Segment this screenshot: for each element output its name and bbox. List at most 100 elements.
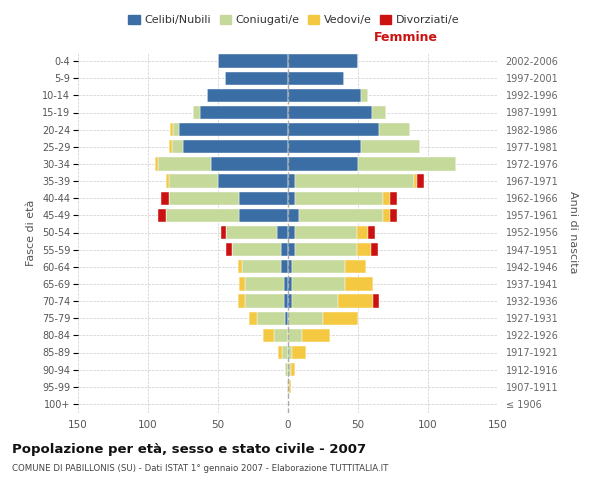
Bar — [383, 208, 390, 222]
Bar — [390, 192, 397, 205]
Bar — [295, 243, 356, 256]
Bar — [288, 260, 292, 274]
Bar — [285, 363, 288, 376]
Bar — [371, 243, 377, 256]
Bar — [299, 208, 383, 222]
Bar — [417, 174, 424, 188]
Bar — [225, 72, 288, 85]
Bar — [277, 226, 288, 239]
Y-axis label: Fasce di età: Fasce di età — [26, 200, 37, 266]
Bar — [361, 140, 419, 153]
Text: COMUNE DI PABILLONIS (SU) - Dati ISTAT 1° gennaio 2007 - Elaborazione TUTTITALIA: COMUNE DI PABILLONIS (SU) - Dati ISTAT 1… — [12, 464, 388, 473]
Bar — [323, 312, 358, 325]
Bar — [242, 260, 281, 274]
Bar — [289, 380, 291, 394]
Bar — [288, 88, 361, 102]
Bar — [211, 157, 288, 170]
Bar — [158, 157, 211, 170]
Bar — [281, 243, 288, 256]
Bar — [158, 208, 166, 222]
Bar — [179, 123, 288, 136]
Bar — [288, 192, 295, 205]
Bar — [281, 260, 288, 274]
Bar — [166, 174, 169, 188]
Bar — [161, 192, 169, 205]
Legend: Celibi/Nubili, Coniugati/e, Vedovi/e, Divorziati/e: Celibi/Nubili, Coniugati/e, Vedovi/e, Di… — [124, 10, 464, 30]
Bar — [287, 380, 288, 394]
Bar — [169, 192, 239, 205]
Bar — [346, 277, 373, 290]
Bar — [238, 294, 245, 308]
Bar — [288, 174, 295, 188]
Bar — [292, 277, 346, 290]
Bar — [155, 157, 158, 170]
Bar — [166, 208, 239, 222]
Text: Femmine: Femmine — [374, 30, 437, 44]
Bar — [183, 140, 288, 153]
Bar — [292, 260, 346, 274]
Bar — [285, 312, 288, 325]
Bar — [226, 226, 277, 239]
Bar — [356, 226, 368, 239]
Bar — [288, 106, 372, 119]
Bar — [288, 380, 289, 394]
Bar — [257, 312, 285, 325]
Bar — [245, 277, 284, 290]
Bar — [218, 174, 288, 188]
Bar — [295, 226, 356, 239]
Bar — [288, 328, 302, 342]
Bar — [288, 312, 323, 325]
Bar — [346, 260, 367, 274]
Bar — [288, 294, 292, 308]
Bar — [239, 208, 288, 222]
Bar — [249, 312, 257, 325]
Bar — [338, 294, 373, 308]
Bar — [288, 54, 358, 68]
Bar — [278, 346, 283, 359]
Bar — [295, 174, 414, 188]
Bar — [358, 157, 456, 170]
Bar — [288, 363, 291, 376]
Bar — [226, 243, 232, 256]
Bar — [218, 54, 288, 68]
Bar — [291, 363, 295, 376]
Bar — [169, 174, 218, 188]
Bar — [173, 123, 179, 136]
Bar — [288, 140, 361, 153]
Bar — [239, 192, 288, 205]
Bar — [221, 226, 226, 239]
Bar — [414, 174, 417, 188]
Bar — [288, 208, 299, 222]
Bar — [200, 106, 288, 119]
Bar — [372, 106, 386, 119]
Bar — [361, 88, 368, 102]
Bar — [238, 260, 242, 274]
Bar — [207, 88, 288, 102]
Bar — [288, 157, 358, 170]
Bar — [288, 123, 379, 136]
Bar — [284, 294, 288, 308]
Text: Popolazione per età, sesso e stato civile - 2007: Popolazione per età, sesso e stato civil… — [12, 442, 366, 456]
Bar — [379, 123, 410, 136]
Bar — [368, 226, 375, 239]
Bar — [288, 72, 344, 85]
Bar — [172, 140, 183, 153]
Bar — [302, 328, 330, 342]
Bar — [239, 277, 245, 290]
Bar — [356, 243, 371, 256]
Bar — [169, 140, 172, 153]
Bar — [288, 277, 292, 290]
Bar — [292, 346, 306, 359]
Bar — [263, 328, 274, 342]
Bar — [383, 192, 390, 205]
Bar — [295, 192, 383, 205]
Bar — [288, 226, 295, 239]
Bar — [373, 294, 379, 308]
Bar — [390, 208, 397, 222]
Y-axis label: Anni di nascita: Anni di nascita — [568, 191, 578, 274]
Bar — [283, 346, 288, 359]
Bar — [288, 346, 292, 359]
Bar — [232, 243, 281, 256]
Bar — [193, 106, 200, 119]
Bar — [288, 243, 295, 256]
